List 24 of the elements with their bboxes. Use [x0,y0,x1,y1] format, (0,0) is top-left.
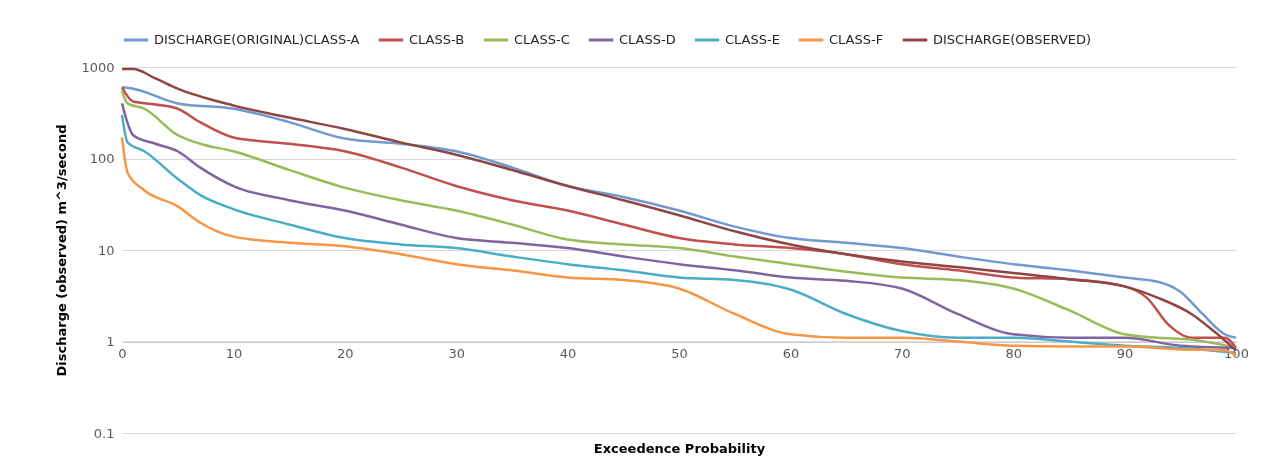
x-tick-label: 0 [118,346,127,361]
x-tick-label: 90 [1116,346,1134,361]
x-tick-label: 50 [671,346,688,361]
x-tick-label: 10 [225,346,243,361]
x-tick-label: 80 [1005,346,1022,361]
legend-label: CLASS-E [725,32,780,47]
y-tick-label: 1 [106,334,115,349]
x-tick-label: 30 [448,346,465,361]
y-tick-label: 100 [89,151,115,166]
y-tick-label: 1000 [81,59,115,75]
x-axis-title: Exceedence Probability [593,440,766,456]
legend-label: CLASS-C [514,32,570,47]
legend-label: CLASS-B [409,32,465,47]
legend-label: DISCHARGE(OBSERVED) [933,32,1092,47]
x-tick-label: 40 [559,346,577,361]
legend-label: DISCHARGE(ORIGINAL)CLASS-A [154,32,360,47]
x-tick-label: 60 [782,346,800,361]
legend-label: CLASS-F [829,32,884,47]
legend-label: CLASS-D [619,32,676,47]
y-tick-label: 0.1 [93,425,115,441]
y-axis-title: Discharge (observed) m^3/second [54,124,70,377]
x-tick-label: 70 [894,346,911,361]
y-tick-label: 10 [97,242,115,258]
x-tick-label: 20 [337,346,354,361]
